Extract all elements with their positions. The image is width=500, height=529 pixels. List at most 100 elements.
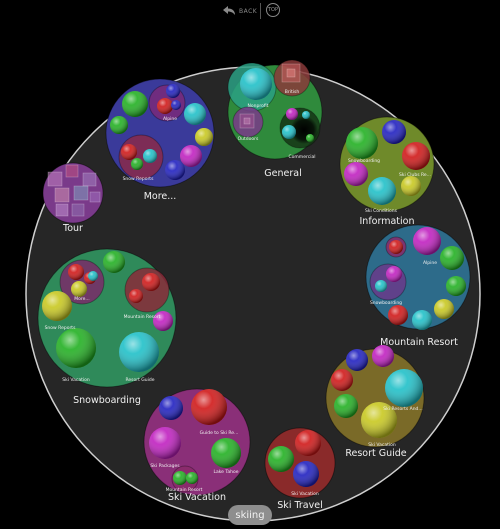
sphere-shading bbox=[42, 291, 72, 321]
subcluster-label-ski-vacation-0: Guide to Ski Re... bbox=[200, 430, 239, 436]
cluster-label-resort-guide: Resort Guide bbox=[345, 448, 406, 459]
sphere-shading bbox=[143, 149, 157, 163]
thumbnail-square bbox=[65, 164, 79, 178]
cluster-mountain-resort[interactable]: Alpine Snowboarding Mountain Resort bbox=[365, 224, 471, 348]
subcluster-label-ski-travel-0: Ski Vacation bbox=[291, 491, 319, 497]
sphere-shading bbox=[165, 160, 185, 180]
thumbnail-square bbox=[55, 203, 69, 217]
sphere-shading bbox=[344, 162, 368, 186]
sphere-shading bbox=[240, 68, 272, 100]
sphere-shading bbox=[282, 125, 296, 139]
subcluster-label-ski-vacation-2: Lake Tahoe bbox=[213, 469, 238, 475]
subcluster-label-ski-vacation-3: Mountain Resort bbox=[166, 487, 203, 493]
cluster-more[interactable]: Alpine Snow Reports More... bbox=[105, 78, 215, 202]
sphere-shading bbox=[368, 177, 396, 205]
sphere-shading bbox=[446, 276, 466, 296]
cluster-label-more: More... bbox=[144, 191, 177, 202]
subcluster-label-resort-guide-0: Ski Resorts And... bbox=[383, 406, 422, 412]
sphere-shading bbox=[440, 246, 464, 270]
cluster-label-general: General bbox=[264, 168, 301, 179]
back-arrow-icon bbox=[223, 6, 235, 15]
cluster-ski-travel[interactable]: Ski Vacation Ski Travel bbox=[264, 427, 336, 511]
sphere-shading bbox=[385, 369, 423, 407]
subcluster-label-information-1: Ski Clubs Re... bbox=[399, 172, 431, 178]
sphere-shading bbox=[157, 98, 173, 114]
cluster-information[interactable]: Snowboarding Ski Clubs Re... Ski Condition… bbox=[339, 116, 435, 227]
sphere-shading bbox=[286, 108, 298, 120]
sphere-shading bbox=[129, 289, 143, 303]
sphere-shading bbox=[389, 240, 403, 254]
sphere-shading bbox=[186, 472, 198, 484]
sphere-shading bbox=[401, 176, 421, 196]
sphere-shading bbox=[402, 142, 430, 170]
subcluster-label-information-2: Ski Conditions bbox=[365, 208, 398, 214]
subcluster-label-ski-vacation-1: Ski Packages bbox=[150, 463, 180, 469]
cluster-label-tour: Tour bbox=[62, 223, 83, 234]
thumbnail-square bbox=[286, 68, 296, 78]
subcluster-label-general-3: Commercial bbox=[289, 154, 316, 160]
back-button[interactable]: BACK bbox=[222, 4, 257, 18]
sphere-shading bbox=[302, 111, 310, 119]
cluster-snowboarding[interactable]: More... Snow Reports Mountain Resort Ski Va… bbox=[37, 248, 177, 406]
sphere-shading bbox=[306, 134, 314, 142]
sphere-shading bbox=[195, 128, 213, 146]
subcluster-label-snowboarding-2: Mountain Resort bbox=[124, 314, 161, 320]
sphere-shading bbox=[159, 396, 183, 420]
sphere-shading bbox=[361, 402, 397, 438]
subcluster-label-snowboarding-3: Ski Vacation bbox=[62, 377, 90, 383]
cluster-tour[interactable]: Tour bbox=[42, 162, 104, 234]
sphere-shading bbox=[119, 332, 159, 372]
sphere-shading bbox=[346, 127, 378, 159]
subcluster-label-mountain-resort-0: Alpine bbox=[423, 260, 437, 266]
sphere-shading bbox=[71, 281, 87, 297]
sphere-shading bbox=[334, 394, 358, 418]
sphere-shading bbox=[173, 471, 187, 485]
root-node-label[interactable]: skiing bbox=[228, 505, 272, 525]
sphere-shading bbox=[122, 91, 148, 117]
thumbnail-square bbox=[82, 172, 97, 187]
sphere-shading bbox=[110, 116, 128, 134]
sphere-shading bbox=[121, 144, 137, 160]
subcluster-label-general-0: Nonprofit bbox=[248, 103, 269, 109]
sphere-shading bbox=[434, 299, 454, 319]
top-nav: BACK TOP bbox=[0, 0, 500, 22]
sphere-shading bbox=[293, 461, 319, 487]
cluster-label-information: Information bbox=[360, 216, 415, 227]
back-label: BACK bbox=[239, 7, 258, 15]
cluster-label-snowboarding: Snowboarding bbox=[73, 395, 141, 406]
sphere-shading bbox=[386, 266, 402, 282]
sphere-shading bbox=[166, 84, 180, 98]
thumbnail-square bbox=[54, 187, 70, 203]
sphere-shading bbox=[346, 349, 368, 371]
subcluster-label-snowboarding-0: More... bbox=[74, 296, 89, 302]
sphere-shading bbox=[372, 345, 394, 367]
sphere-shading bbox=[149, 427, 181, 459]
subcluster-label-snowboarding-1: Snow Reports bbox=[45, 325, 76, 331]
subcluster-label-information-0: Snowboarding bbox=[348, 158, 380, 164]
top-button[interactable]: TOP bbox=[266, 3, 280, 17]
subcluster-label-mountain-resort-1: Snowboarding bbox=[370, 300, 402, 306]
sphere-shading bbox=[331, 369, 353, 391]
subcluster-label-general-2: Outdoors bbox=[238, 136, 259, 142]
sphere-shading bbox=[412, 310, 432, 330]
cluster-ski-vacation[interactable]: Guide to Ski Re... Ski Packages Lake Tahoe… bbox=[143, 388, 251, 503]
sphere-shading bbox=[191, 389, 227, 425]
sphere-shading bbox=[388, 305, 408, 325]
cluster-label-ski-vacation: Ski Vacation bbox=[168, 492, 226, 503]
sphere-shading bbox=[131, 158, 143, 170]
thumbnail-square bbox=[73, 185, 89, 201]
sphere-shading bbox=[413, 227, 441, 255]
subcluster-label-snowboarding-4: Resort Guide bbox=[125, 377, 154, 383]
sphere-shading bbox=[180, 145, 202, 167]
sphere-shading bbox=[103, 251, 125, 273]
sphere-shading bbox=[153, 311, 173, 331]
sphere-shading bbox=[88, 271, 98, 281]
thumbnail-square bbox=[71, 203, 85, 217]
cluster-label-ski-travel: Ski Travel bbox=[277, 500, 322, 511]
cluster-general[interactable]: Nonprofit British Outdoors Commercial Genera… bbox=[227, 59, 323, 179]
sphere-shading bbox=[142, 273, 160, 291]
sphere-shading bbox=[56, 328, 96, 368]
